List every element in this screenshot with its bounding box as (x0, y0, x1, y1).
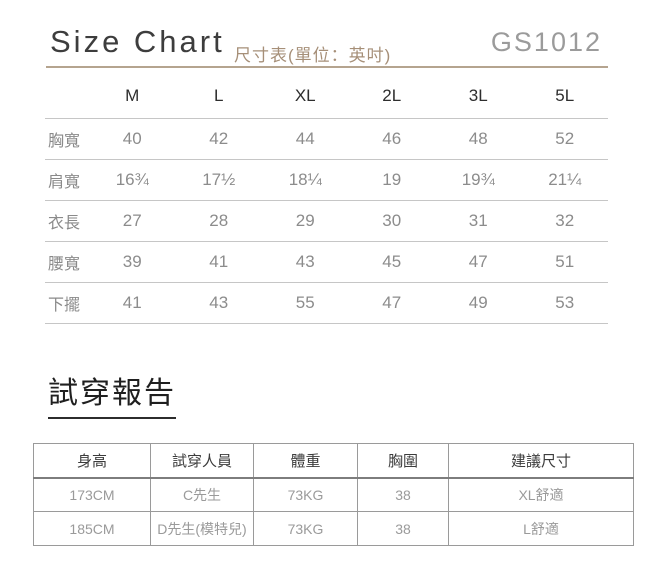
report-col-header-height: 身高 (33, 443, 151, 479)
size-cell: 17½ (175, 159, 262, 201)
report-row-2: 185CM D先生(模特兒) 73KG 38 L舒適 (33, 511, 634, 546)
size-col-header-5l: 5L (521, 74, 608, 119)
page-subtitle: 尺寸表(單位：英吋) (234, 46, 392, 65)
size-row-label: 腰寬 (45, 241, 89, 283)
page-title: Size Chart (50, 24, 225, 59)
fitting-report-table: 身高 試穿人員 體重 胸圍 建議尺寸 173CM C先生 73KG 38 XL舒… (33, 443, 634, 546)
size-cell: 40 (89, 118, 176, 160)
size-cell: 48 (435, 118, 522, 160)
size-cell: 28 (175, 200, 262, 242)
report-col-header-fitter: 試穿人員 (150, 443, 254, 479)
size-cell: 47 (348, 282, 435, 324)
table-row-chest: 胸寬 40 42 44 46 48 52 (45, 118, 608, 160)
size-col-header-2l: 2L (348, 74, 435, 119)
size-cell: 19 (348, 159, 435, 201)
size-cell: 29 (262, 200, 349, 242)
report-cell: C先生 (150, 477, 254, 512)
size-cell: 32 (521, 200, 608, 242)
report-cell: 73KG (253, 477, 358, 512)
size-cell: 30 (348, 200, 435, 242)
size-cell: 45 (348, 241, 435, 283)
size-col-header-xl: XL (262, 74, 349, 119)
report-row-1: 173CM C先生 73KG 38 XL舒適 (33, 477, 634, 512)
size-cell: 16¾ (89, 159, 176, 201)
size-row-label: 胸寬 (45, 118, 89, 160)
size-cell: 39 (89, 241, 176, 283)
report-col-header-suggested: 建議尺寸 (448, 443, 634, 479)
size-cell: 27 (89, 200, 176, 242)
size-row-label: 下擺 (45, 282, 89, 324)
size-cell: 21¼ (521, 159, 608, 201)
size-cell: 42 (175, 118, 262, 160)
table-row-waist: 腰寬 39 41 43 45 47 51 (45, 241, 608, 283)
size-cell: 47 (435, 241, 522, 283)
size-cell: 41 (175, 241, 262, 283)
report-col-header-weight: 體重 (253, 443, 358, 479)
size-header-spacer (45, 74, 89, 119)
size-cell: 44 (262, 118, 349, 160)
size-col-header-3l: 3L (435, 74, 522, 119)
size-cell: 55 (262, 282, 349, 324)
size-cell: 41 (89, 282, 176, 324)
table-row-length: 衣長 27 28 29 30 31 32 (45, 200, 608, 242)
header-divider (46, 66, 608, 68)
size-chart-table: M L XL 2L 3L 5L 胸寬 40 42 44 46 48 52 肩寬 … (45, 74, 608, 324)
size-cell: 43 (175, 282, 262, 324)
size-col-header-m: M (89, 74, 176, 119)
size-row-label: 肩寬 (45, 159, 89, 201)
report-cell: 185CM (33, 511, 151, 546)
report-cell: XL舒適 (448, 477, 634, 512)
table-row-hem: 下擺 41 43 55 47 49 53 (45, 282, 608, 324)
size-cell: 18¼ (262, 159, 349, 201)
size-cell: 31 (435, 200, 522, 242)
size-row-label: 衣長 (45, 200, 89, 242)
table-row-shoulder: 肩寬 16¾ 17½ 18¼ 19 19¾ 21¼ (45, 159, 608, 201)
report-cell: 38 (357, 477, 449, 512)
report-cell: 38 (357, 511, 449, 546)
report-col-header-chest: 胸圍 (357, 443, 449, 479)
size-cell: 52 (521, 118, 608, 160)
size-cell: 19¾ (435, 159, 522, 201)
report-cell: D先生(模特兒) (150, 511, 254, 546)
size-cell: 49 (435, 282, 522, 324)
size-cell: 46 (348, 118, 435, 160)
report-header-row: 身高 試穿人員 體重 胸圍 建議尺寸 (33, 443, 634, 479)
size-cell: 53 (521, 282, 608, 324)
size-col-header-l: L (175, 74, 262, 119)
report-cell: 173CM (33, 477, 151, 512)
report-cell: L舒適 (448, 511, 634, 546)
size-cell: 43 (262, 241, 349, 283)
fitting-report-title: 試穿報告 (48, 368, 176, 419)
size-header-row: M L XL 2L 3L 5L (45, 74, 608, 119)
report-cell: 73KG (253, 511, 358, 546)
model-code: GS1012 (490, 27, 602, 57)
size-cell: 51 (521, 241, 608, 283)
